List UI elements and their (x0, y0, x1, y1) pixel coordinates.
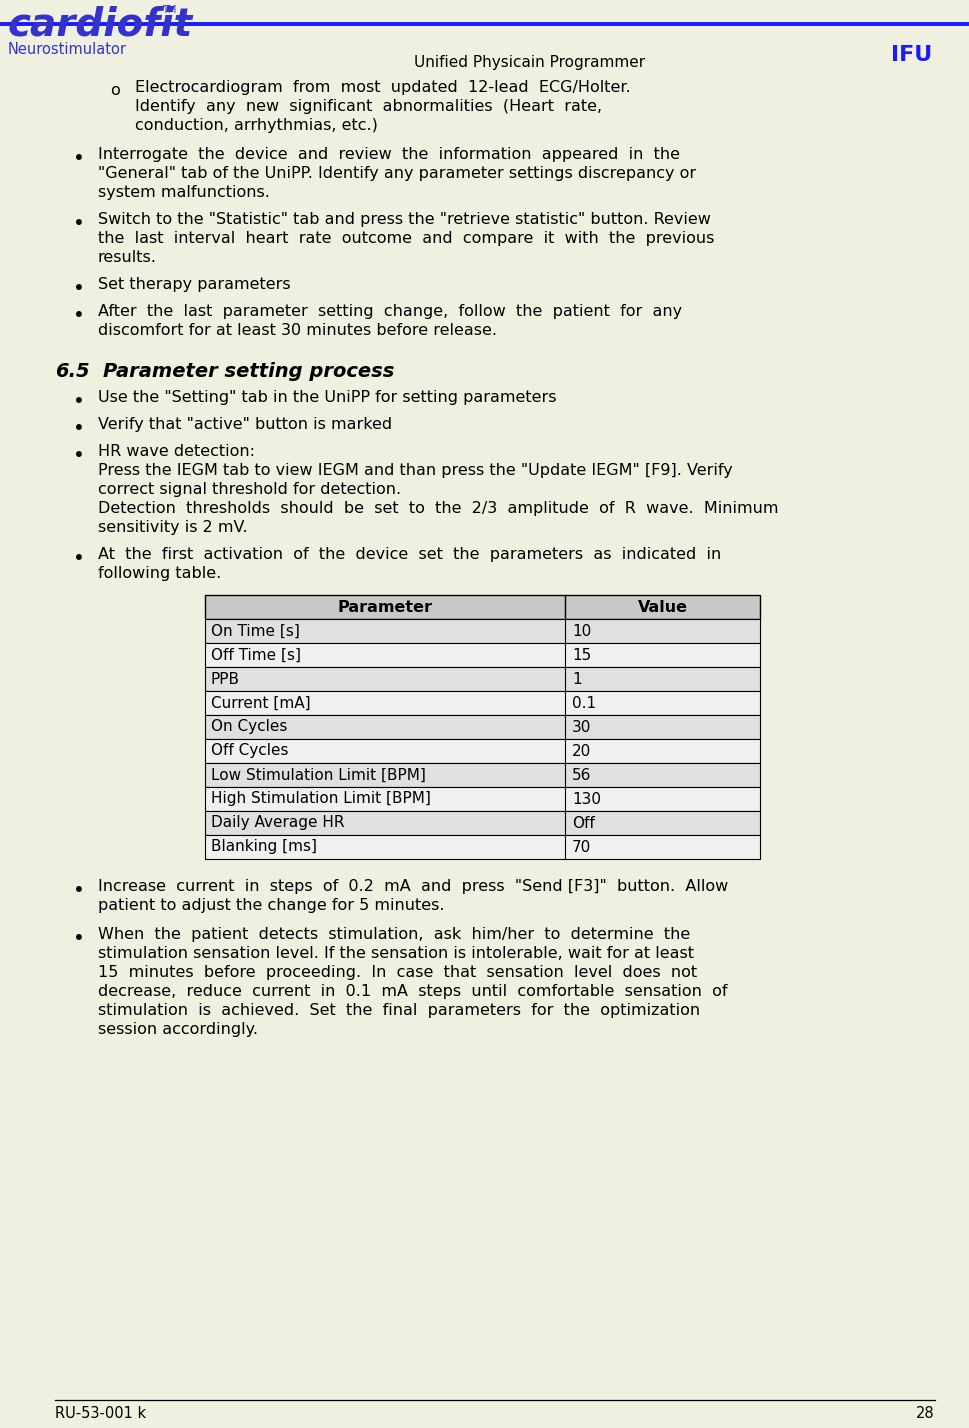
Text: Daily Average HR: Daily Average HR (211, 815, 344, 831)
Text: Off Time [s]: Off Time [s] (211, 647, 300, 663)
Text: Detection  thresholds  should  be  set  to  the  2/3  amplitude  of  R  wave.  M: Detection thresholds should be set to th… (98, 501, 778, 516)
Bar (204, 740, 760, 763)
Bar (204, 643, 760, 667)
Text: Low Stimulation Limit [BPM]: Low Stimulation Limit [BPM] (211, 767, 425, 783)
Text: After  the  last  parameter  setting  change,  follow  the  patient  for  any: After the last parameter setting change,… (98, 304, 681, 318)
Text: discomfort for at least 30 minutes before release.: discomfort for at least 30 minutes befor… (98, 323, 496, 338)
Text: sensitivity is 2 mV.: sensitivity is 2 mV. (98, 520, 247, 536)
Text: 20: 20 (572, 744, 591, 758)
Text: HR wave detection:: HR wave detection: (98, 444, 255, 458)
Bar (204, 763, 760, 787)
Text: 15: 15 (572, 647, 591, 663)
Text: Verify that "active" button is marked: Verify that "active" button is marked (98, 417, 391, 433)
Text: •: • (73, 149, 84, 169)
Text: 1: 1 (572, 671, 581, 687)
Text: On Cycles: On Cycles (211, 720, 287, 734)
Text: Press the IEGM tab to view IEGM and than press the "Update IEGM" [F9]. Verify: Press the IEGM tab to view IEGM and than… (98, 463, 732, 478)
Text: •: • (73, 306, 84, 326)
Text: On Time [s]: On Time [s] (211, 624, 299, 638)
Text: Set therapy parameters: Set therapy parameters (98, 277, 291, 291)
Text: •: • (73, 446, 84, 466)
Text: When  the  patient  detects  stimulation,  ask  him/her  to  determine  the: When the patient detects stimulation, as… (98, 927, 690, 942)
Text: •: • (73, 418, 84, 438)
Text: system malfunctions.: system malfunctions. (98, 186, 269, 200)
Text: session accordingly.: session accordingly. (98, 1022, 258, 1037)
Text: •: • (73, 278, 84, 298)
Text: Unified Physicain Programmer: Unified Physicain Programmer (414, 56, 645, 70)
Text: •: • (73, 930, 84, 948)
Text: •: • (73, 548, 84, 568)
Text: 0.1: 0.1 (572, 695, 596, 711)
Text: TM: TM (162, 6, 176, 16)
Text: Interrogate  the  device  and  review  the  information  appeared  in  the: Interrogate the device and review the in… (98, 147, 679, 161)
Bar (204, 715, 760, 740)
Text: 30: 30 (572, 720, 591, 734)
Bar (204, 787, 760, 811)
Bar (204, 811, 760, 835)
Text: High Stimulation Limit [BPM]: High Stimulation Limit [BPM] (211, 791, 430, 807)
Text: Off Cycles: Off Cycles (211, 744, 288, 758)
Text: Neurostimulator: Neurostimulator (8, 41, 127, 57)
Text: following table.: following table. (98, 565, 221, 581)
Text: the  last  interval  heart  rate  outcome  and  compare  it  with  the  previous: the last interval heart rate outcome and… (98, 231, 713, 246)
Text: patient to adjust the change for 5 minutes.: patient to adjust the change for 5 minut… (98, 898, 444, 912)
Text: Increase  current  in  steps  of  0.2  mA  and  press  "Send [F3]"  button.  All: Increase current in steps of 0.2 mA and … (98, 880, 728, 894)
Bar (204, 618, 760, 643)
Text: •: • (73, 881, 84, 900)
Text: 15  minutes  before  proceeding.  In  case  that  sensation  level  does  not: 15 minutes before proceeding. In case th… (98, 965, 697, 980)
Text: cardiofit: cardiofit (8, 6, 193, 43)
Text: RU-53-001 k: RU-53-001 k (55, 1407, 146, 1421)
Text: PPB: PPB (211, 671, 239, 687)
Text: 6.5: 6.5 (55, 363, 89, 381)
Text: 56: 56 (572, 767, 591, 783)
Text: "General" tab of the UniPP. Identify any parameter settings discrepancy or: "General" tab of the UniPP. Identify any… (98, 166, 696, 181)
Text: Value: Value (637, 600, 687, 614)
Text: Off: Off (572, 815, 594, 831)
Text: Parameter setting process: Parameter setting process (103, 363, 394, 381)
Text: 70: 70 (572, 840, 591, 854)
Text: Switch to the "Statistic" tab and press the "retrieve statistic" button. Review: Switch to the "Statistic" tab and press … (98, 211, 710, 227)
Bar (204, 667, 760, 691)
Text: conduction, arrhythmias, etc.): conduction, arrhythmias, etc.) (135, 119, 378, 133)
Text: 28: 28 (916, 1407, 934, 1421)
Text: Use the "Setting" tab in the UniPP for setting parameters: Use the "Setting" tab in the UniPP for s… (98, 390, 556, 406)
Text: Electrocardiogram  from  most  updated  12-lead  ECG/Holter.: Electrocardiogram from most updated 12-l… (135, 80, 630, 96)
Bar (204, 691, 760, 715)
Text: correct signal threshold for detection.: correct signal threshold for detection. (98, 483, 401, 497)
Bar (204, 595, 760, 618)
Text: o: o (109, 83, 119, 99)
Text: stimulation  is  achieved.  Set  the  final  parameters  for  the  optimization: stimulation is achieved. Set the final p… (98, 1002, 700, 1018)
Text: Current [mA]: Current [mA] (211, 695, 310, 711)
Text: 10: 10 (572, 624, 591, 638)
Text: Identify  any  new  significant  abnormalities  (Heart  rate,: Identify any new significant abnormaliti… (135, 99, 602, 114)
Text: IFU: IFU (890, 46, 931, 66)
Text: decrease,  reduce  current  in  0.1  mA  steps  until  comfortable  sensation  o: decrease, reduce current in 0.1 mA steps… (98, 984, 727, 1000)
Text: Blanking [ms]: Blanking [ms] (211, 840, 317, 854)
Bar (204, 835, 760, 860)
Text: •: • (73, 214, 84, 233)
Text: stimulation sensation level. If the sensation is intolerable, wait for at least: stimulation sensation level. If the sens… (98, 945, 693, 961)
Text: 130: 130 (572, 791, 601, 807)
Text: Parameter: Parameter (337, 600, 432, 614)
Text: results.: results. (98, 250, 157, 266)
Text: •: • (73, 393, 84, 411)
Text: At  the  first  activation  of  the  device  set  the  parameters  as  indicated: At the first activation of the device se… (98, 547, 721, 563)
